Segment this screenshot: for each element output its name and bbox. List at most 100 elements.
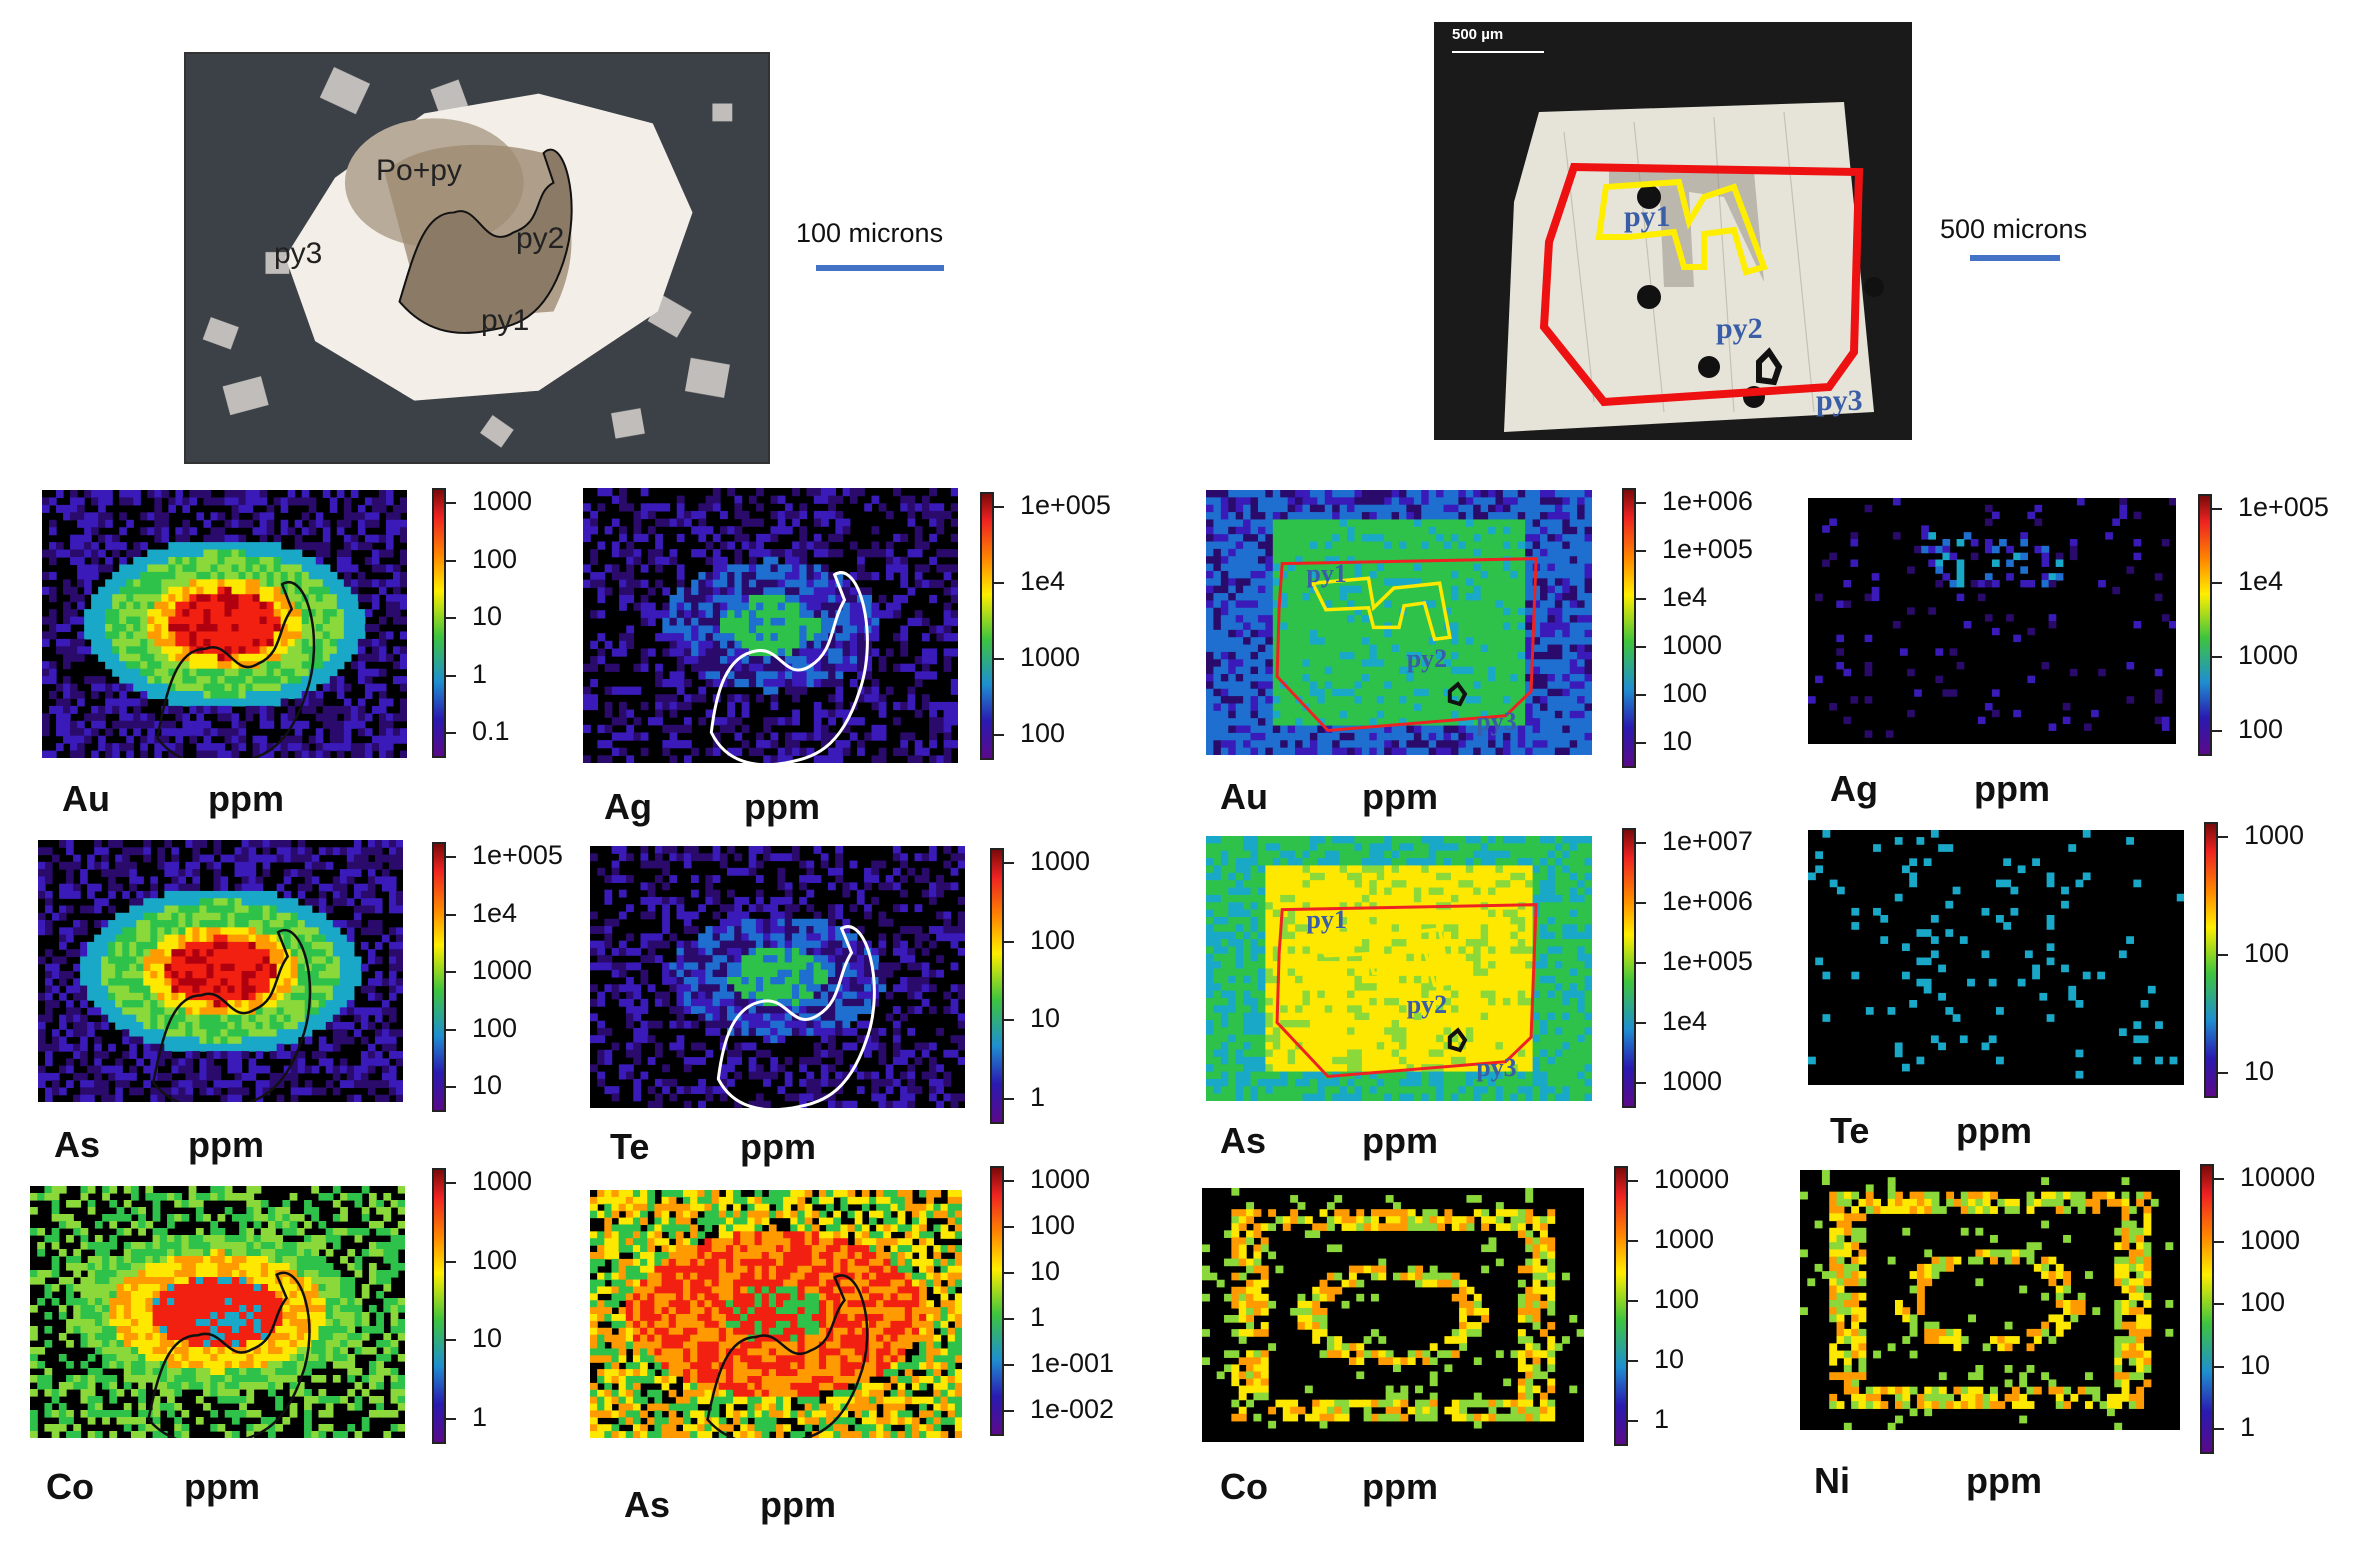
colorbar-tick-label: 1e-001 [1030, 1348, 1115, 1378]
colorbar-tick [446, 732, 456, 734]
colorbar-tick [446, 971, 456, 973]
unit-label-r-co: ppm [1362, 1466, 1438, 1507]
colorbar-tick-label: 1e+006 [1662, 886, 1753, 916]
left-scale-text: 100 microns [796, 218, 944, 248]
colorbar-tick-label: 10 [472, 601, 503, 631]
colorbar-tick-label: 1e4 [1662, 582, 1708, 612]
unit-label-l-as2: ppm [760, 1484, 836, 1525]
colorbar-tick-label: 10 [2244, 1056, 2275, 1086]
colorbar-l-as2 [990, 1166, 1004, 1436]
colorbar-tick [2212, 656, 2222, 658]
colorbar-tick-label: 100 [1662, 678, 1708, 708]
colorbar-tick [1636, 742, 1646, 744]
element-label-r-co: Co [1220, 1466, 1268, 1507]
colorbar-tick-label: 1000 [2244, 820, 2305, 850]
colorbar-tick-label: 1000 [472, 1166, 533, 1196]
element-label-l-te: Te [610, 1126, 650, 1167]
colorbar-tick [1004, 862, 1014, 864]
colorbar-tick-label: 1e+005 [2238, 492, 2329, 522]
colorbar-tick [1628, 1360, 1638, 1362]
colorbar-tick [446, 1086, 456, 1088]
map-r-ag [1808, 498, 2176, 744]
colorbar-tick [1628, 1180, 1638, 1182]
right-label-py1: py1 [1624, 200, 1671, 233]
colorbar-tick-label: 10 [472, 1323, 503, 1354]
colorbar-tick [2212, 730, 2222, 732]
colorbar-tick [2212, 508, 2222, 510]
left-photomicrograph: Po+py py2 py3 py1 [184, 52, 770, 464]
colorbar-tick-label: 1000 [1662, 1066, 1723, 1096]
map-l-au [42, 490, 407, 758]
colorbar-tick [1636, 646, 1646, 648]
colorbar-tick-label: 100 [1030, 1210, 1076, 1240]
colorbar-tick [2212, 582, 2222, 584]
map-r-au-label-py2: py2 [1406, 643, 1448, 673]
colorbar-tick [2218, 954, 2228, 956]
colorbar-tick-label: 10000 [2240, 1162, 2316, 1192]
colorbar-tick-label: 10 [2240, 1349, 2271, 1380]
colorbar-tick-label: 1000 [1030, 846, 1091, 876]
colorbar-tick-label: 1 [1654, 1404, 1670, 1434]
unit-label-r-te: ppm [1956, 1110, 2032, 1151]
colorbar-r-co [1614, 1166, 1628, 1446]
colorbar-tick-label: 1000 [1662, 630, 1723, 660]
colorbar-tick-label: 1000 [472, 955, 533, 985]
colorbar-tick [994, 734, 1004, 736]
colorbar-tick [1628, 1420, 1638, 1422]
colorbar-tick [1636, 962, 1646, 964]
colorbar-tick [1004, 1272, 1014, 1274]
map-r-au-label-py3: py3 [1476, 707, 1517, 737]
colorbar-tick [2218, 836, 2228, 838]
colorbar-tick [1004, 1098, 1014, 1100]
colorbar-tick [1628, 1240, 1638, 1242]
colorbar-r-te [2204, 822, 2218, 1098]
element-label-l-au: Au [62, 778, 110, 819]
map-l-te [590, 846, 965, 1108]
unit-label-r-au: ppm [1362, 776, 1438, 817]
colorbar-tick-label: 1000 [1654, 1224, 1715, 1254]
map-l-as2 [590, 1190, 962, 1438]
map-r-au [1206, 490, 1592, 755]
colorbar-tick-label: 1 [472, 1402, 488, 1432]
label-py1: py1 [481, 304, 530, 337]
element-label-r-te: Te [1830, 1110, 1870, 1151]
unit-label-l-co: ppm [184, 1466, 260, 1507]
colorbar-tick-label: 1e4 [1662, 1006, 1708, 1036]
right-inset-scale-text: 500 µm [1452, 26, 1504, 43]
colorbar-tick [446, 1028, 456, 1031]
map-l-co [30, 1186, 405, 1438]
colorbar-tick [1636, 1022, 1646, 1024]
colorbar-tick-label: 10 [1030, 1256, 1061, 1286]
left-scale-bar [816, 265, 944, 271]
map-r-co [1202, 1188, 1584, 1442]
unit-label-r-ag: ppm [1974, 768, 2050, 809]
colorbar-tick-label: 1000 [472, 486, 533, 516]
colorbar-tick [446, 1339, 456, 1342]
colorbar-tick-label: 100 [1020, 718, 1066, 748]
colorbar-tick [2214, 1178, 2224, 1180]
colorbar-tick-label: 1 [2240, 1412, 2256, 1442]
unit-label-l-as: ppm [188, 1124, 264, 1165]
colorbar-tick [446, 1418, 456, 1420]
colorbar-tick [1636, 502, 1646, 504]
colorbar-tick [446, 856, 456, 858]
right-scale-text: 500 microns [1940, 214, 2088, 244]
colorbar-tick-label: 100 [1654, 1284, 1700, 1314]
map-l-ag [583, 488, 958, 763]
element-label-r-ag: Ag [1830, 768, 1878, 809]
colorbar-tick [2214, 1303, 2224, 1305]
colorbar-tick [446, 1260, 456, 1263]
unit-label-l-ag: ppm [744, 786, 820, 827]
colorbar-tick-label: 1 [1030, 1082, 1046, 1112]
colorbar-tick-label: 100 [472, 1244, 518, 1275]
colorbar-tick-label: 1 [1030, 1302, 1046, 1332]
colorbar-l-co [432, 1168, 446, 1444]
colorbar-tick-label: 10000 [1654, 1164, 1730, 1194]
colorbar-tick [446, 674, 456, 677]
right-label-py2: py2 [1716, 312, 1763, 345]
colorbar-tick-label: 1000 [1020, 642, 1081, 672]
colorbar-tick [1636, 694, 1646, 696]
colorbar-tick-label: 1000 [1030, 1164, 1091, 1194]
label-py2: py2 [516, 222, 565, 255]
colorbar-tick-label: 100 [2244, 938, 2290, 968]
